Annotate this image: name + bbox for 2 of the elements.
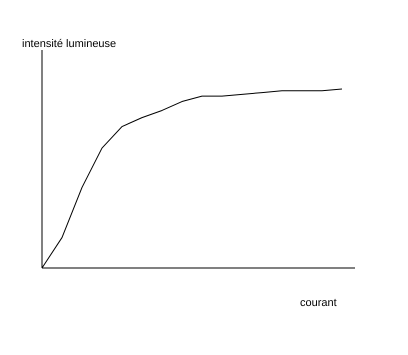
y-axis-title: intensité lumineuse [22,38,116,50]
x-axis-title: courant [300,297,337,309]
